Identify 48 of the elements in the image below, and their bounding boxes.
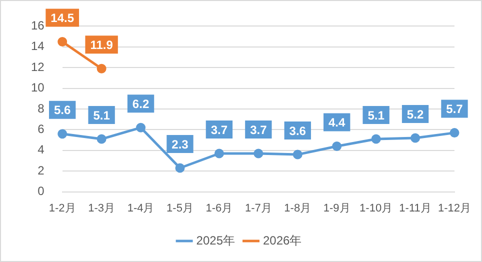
x-tick-label: 1-3月 xyxy=(88,202,116,214)
x-tick-label: 1-4月 xyxy=(127,202,154,214)
y-tick-label: 10 xyxy=(30,80,45,95)
data-label: 5.6 xyxy=(54,103,72,118)
point xyxy=(450,128,460,138)
point xyxy=(214,148,224,158)
x-tick-label: 1-11月 xyxy=(399,202,432,214)
y-tick-label: 4 xyxy=(38,142,45,157)
x-tick-label: 1-6月 xyxy=(206,202,233,214)
y-tick-label: 2 xyxy=(38,163,45,178)
y-tick-label: 16 xyxy=(30,18,45,33)
x-tick-label: 1-9月 xyxy=(323,202,350,214)
x-tick-label: 1-7月 xyxy=(244,202,272,214)
data-label: 3.7 xyxy=(250,122,268,137)
data-label: 6.2 xyxy=(132,96,150,111)
data-label: 5.2 xyxy=(406,107,424,122)
legend-label: 2025年 xyxy=(196,233,236,248)
data-label: 3.6 xyxy=(289,124,306,138)
x-tick-label: 1-10月 xyxy=(360,202,393,214)
point xyxy=(371,134,381,144)
y-tick-label: 12 xyxy=(30,60,45,74)
point xyxy=(292,150,302,160)
y-tick-label: 6 xyxy=(38,122,45,136)
point xyxy=(175,163,185,173)
data-label: 14.5 xyxy=(50,11,74,26)
data-label: 3.7 xyxy=(210,122,228,137)
x-tick-label: 1-8月 xyxy=(284,202,312,214)
point xyxy=(58,129,68,139)
point xyxy=(96,64,106,74)
y-tick-label: 14 xyxy=(30,39,45,54)
point xyxy=(96,134,106,144)
x-tick-label: 1-2月 xyxy=(48,202,76,214)
point xyxy=(58,36,68,46)
point xyxy=(254,148,264,158)
data-label: 11.9 xyxy=(90,38,114,52)
y-tick-label: 8 xyxy=(38,101,45,116)
x-tick-label: 1-5月 xyxy=(166,202,194,214)
point xyxy=(410,133,420,143)
data-label: 5.1 xyxy=(93,108,110,122)
point xyxy=(136,122,146,132)
point xyxy=(332,142,342,152)
x-tick-label: 1-12月 xyxy=(438,202,472,214)
data-label: 5.1 xyxy=(368,108,385,122)
data-label: 4.4 xyxy=(328,116,346,130)
y-tick-label: 0 xyxy=(38,184,45,198)
legend-label: 2026年 xyxy=(263,233,302,248)
data-label: 2.3 xyxy=(172,137,189,152)
data-label: 5.7 xyxy=(446,102,464,116)
